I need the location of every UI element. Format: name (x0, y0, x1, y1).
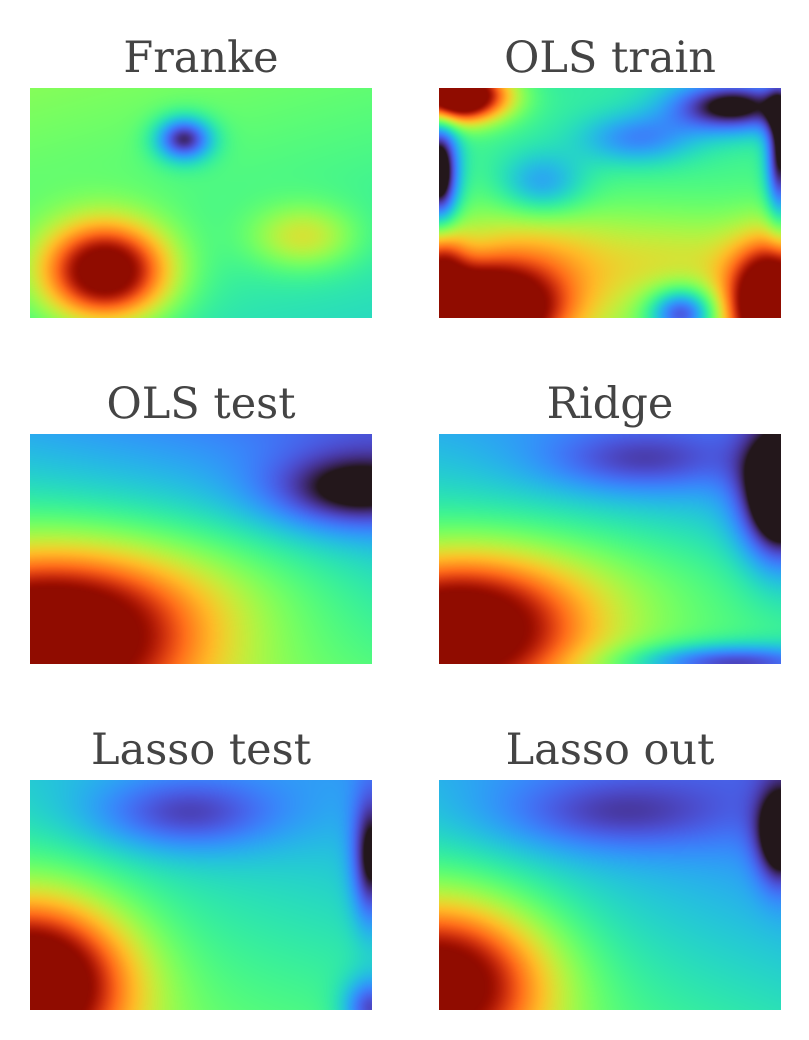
heatmap-lasso-test (30, 780, 372, 1010)
heatmap-ols-train (439, 88, 781, 318)
chart-title: OLS test (106, 379, 296, 429)
heatmap-lasso-out (439, 780, 781, 1010)
chart-title: OLS train (504, 33, 716, 83)
heatmap-ridge (439, 434, 781, 664)
chart-title: Lasso test (91, 725, 311, 775)
chart-title: Ridge (546, 379, 674, 429)
chart-title: Franke (123, 33, 279, 83)
heatmap-ols-test (30, 434, 372, 664)
heatmap-franke (30, 88, 372, 318)
chart-title: Lasso out (505, 725, 715, 775)
